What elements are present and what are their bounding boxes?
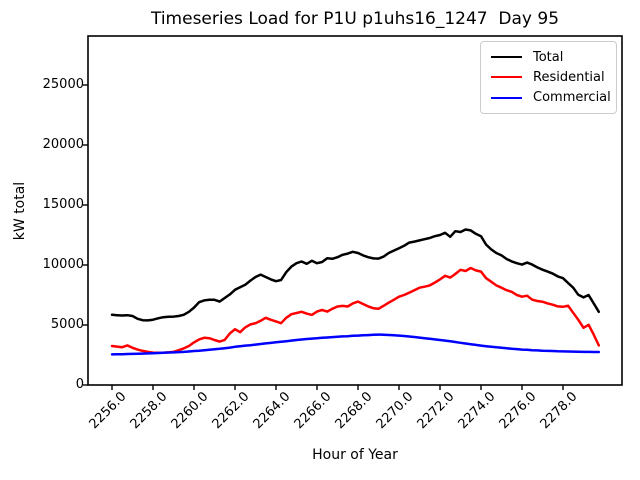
- series-line-residential: [110, 266, 601, 355]
- legend-label: Commercial: [533, 90, 611, 106]
- legend-label: Residential: [533, 69, 605, 85]
- legend-line-residential: [491, 76, 522, 79]
- chart-title: Timeseries Load for P1U p1uhs16_1247 Day…: [150, 9, 560, 29]
- series-line-total: [110, 228, 601, 322]
- series-line-commercial: [110, 333, 601, 356]
- y-tick-label: 10000: [42, 256, 84, 272]
- y-tick-label: 25000: [42, 76, 84, 92]
- x-axis-label: Hour of Year: [312, 447, 398, 463]
- legend-item-residential: Residential: [481, 67, 616, 87]
- legend: Total Residential Commercial: [480, 41, 617, 114]
- axes-frame: [87, 35, 623, 386]
- legend-line-total: [491, 56, 522, 59]
- y-tick-label: 20000: [42, 136, 84, 152]
- legend-label: Total: [533, 49, 564, 65]
- legend-item-total: Total: [481, 47, 616, 67]
- y-axis-label: kW total: [12, 181, 28, 241]
- y-tick-label: 5000: [50, 316, 84, 332]
- legend-line-commercial: [491, 96, 522, 99]
- y-tick-label: 15000: [42, 196, 84, 212]
- legend-item-commercial: Commercial: [481, 88, 616, 108]
- y-tick-label: 0: [75, 377, 84, 392]
